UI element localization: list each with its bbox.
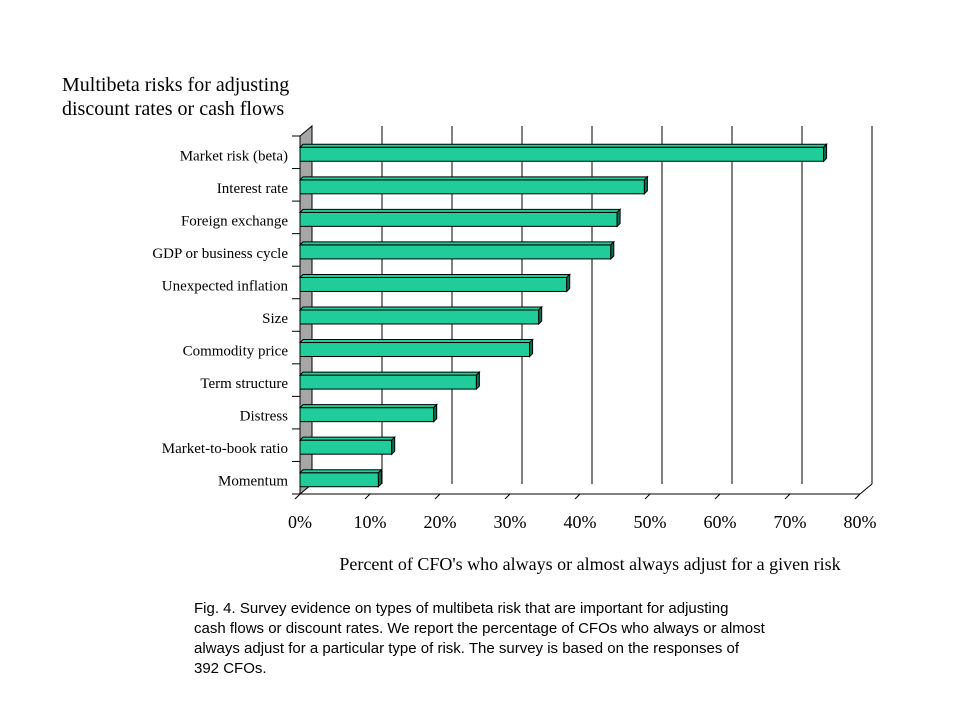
- bar-top: [298, 371, 481, 376]
- bar-top: [298, 143, 828, 148]
- bar: [299, 374, 477, 390]
- x-tick-label: 20%: [424, 512, 457, 532]
- figure-caption: Fig. 4. Survey evidence on types of mult…: [194, 599, 874, 679]
- category-label: Size: [262, 311, 288, 327]
- category-label: Market risk (beta): [180, 148, 288, 164]
- x-tick: [504, 493, 511, 500]
- x-tick: [574, 493, 581, 500]
- x-tick: [294, 493, 301, 500]
- x-tick: [854, 493, 861, 500]
- bar-side: [538, 305, 543, 326]
- bar-chart: 0% 10% 20% 30% 40% 50% 60% 70% 80% Percent of CFO…: [152, 124, 877, 574]
- x-tick: [364, 493, 371, 500]
- x-tick-label: 10%: [354, 512, 387, 532]
- x-tick: [434, 493, 441, 500]
- bar-side: [377, 468, 382, 488]
- category-label: Market-to-book ratio: [162, 441, 288, 457]
- bar: [299, 342, 531, 358]
- caption-line-3: always adjust for a particular type of r…: [194, 640, 739, 657]
- bar: [299, 179, 645, 195]
- bar-side: [616, 208, 621, 228]
- x-tick-label: 70%: [774, 512, 807, 532]
- x-tick-label: 50%: [634, 512, 667, 532]
- bar: [299, 439, 393, 455]
- caption-line-4: 392 CFOs.: [194, 660, 267, 677]
- x-axis-depth-line: [859, 483, 873, 495]
- bar-top: [298, 306, 543, 311]
- bar: [299, 211, 618, 227]
- category-label: Distress: [240, 409, 288, 425]
- bar-top: [298, 273, 571, 278]
- x-tick-label: 0%: [288, 512, 312, 532]
- category-label: Interest rate: [217, 181, 289, 197]
- bar-side: [391, 435, 396, 456]
- bar: [299, 244, 612, 260]
- axes: [292, 135, 873, 500]
- category-label: Term structure: [200, 376, 288, 392]
- bar-side: [643, 175, 648, 196]
- labels: 0% 10% 20% 30% 40% 50% 60% 70% 80% Percent of CFO…: [152, 148, 876, 574]
- bar: [299, 472, 379, 488]
- x-tick-label: 80%: [844, 512, 877, 532]
- x-tick: [784, 493, 791, 500]
- bar-side: [475, 370, 480, 391]
- x-tick: [644, 493, 651, 500]
- category-label: Momentum: [218, 474, 288, 490]
- bar: [299, 146, 825, 162]
- category-label: Commodity price: [183, 344, 289, 360]
- chart-title-line-2: discount rates or cash flows: [62, 98, 285, 120]
- bar-side: [610, 240, 615, 261]
- bar: [299, 276, 568, 292]
- caption-line-2: cash flows or discount rates. We report …: [194, 620, 765, 637]
- chart-title: Multibeta risks for adjusting discount r…: [62, 73, 289, 121]
- caption-line-1: Fig. 4. Survey evidence on types of mult…: [194, 600, 729, 617]
- bar-top: [298, 436, 396, 441]
- category-label: GDP or business cycle: [152, 246, 288, 262]
- bar-top: [298, 208, 622, 213]
- bar-side: [566, 273, 571, 293]
- bar-top: [298, 241, 616, 246]
- bar-top: [298, 404, 438, 409]
- x-axis-title: Percent of CFO's who always or almost al…: [339, 554, 840, 574]
- bar-side: [433, 403, 438, 423]
- category-label: Foreign exchange: [181, 213, 288, 229]
- bar-top: [298, 176, 649, 181]
- chart-title-line-1: Multibeta risks for adjusting: [62, 74, 290, 96]
- bar-top: [298, 469, 383, 474]
- x-tick-label: 30%: [494, 512, 527, 532]
- bar: [299, 407, 435, 423]
- bar-side: [529, 338, 534, 358]
- bar-top: [298, 339, 534, 344]
- bars: [298, 143, 828, 488]
- bar-side: [823, 143, 828, 163]
- bar: [299, 309, 540, 325]
- x-tick-label: 60%: [704, 512, 737, 532]
- x-tick-label: 40%: [564, 512, 597, 532]
- x-tick: [714, 493, 721, 500]
- category-label: Unexpected inflation: [162, 278, 289, 294]
